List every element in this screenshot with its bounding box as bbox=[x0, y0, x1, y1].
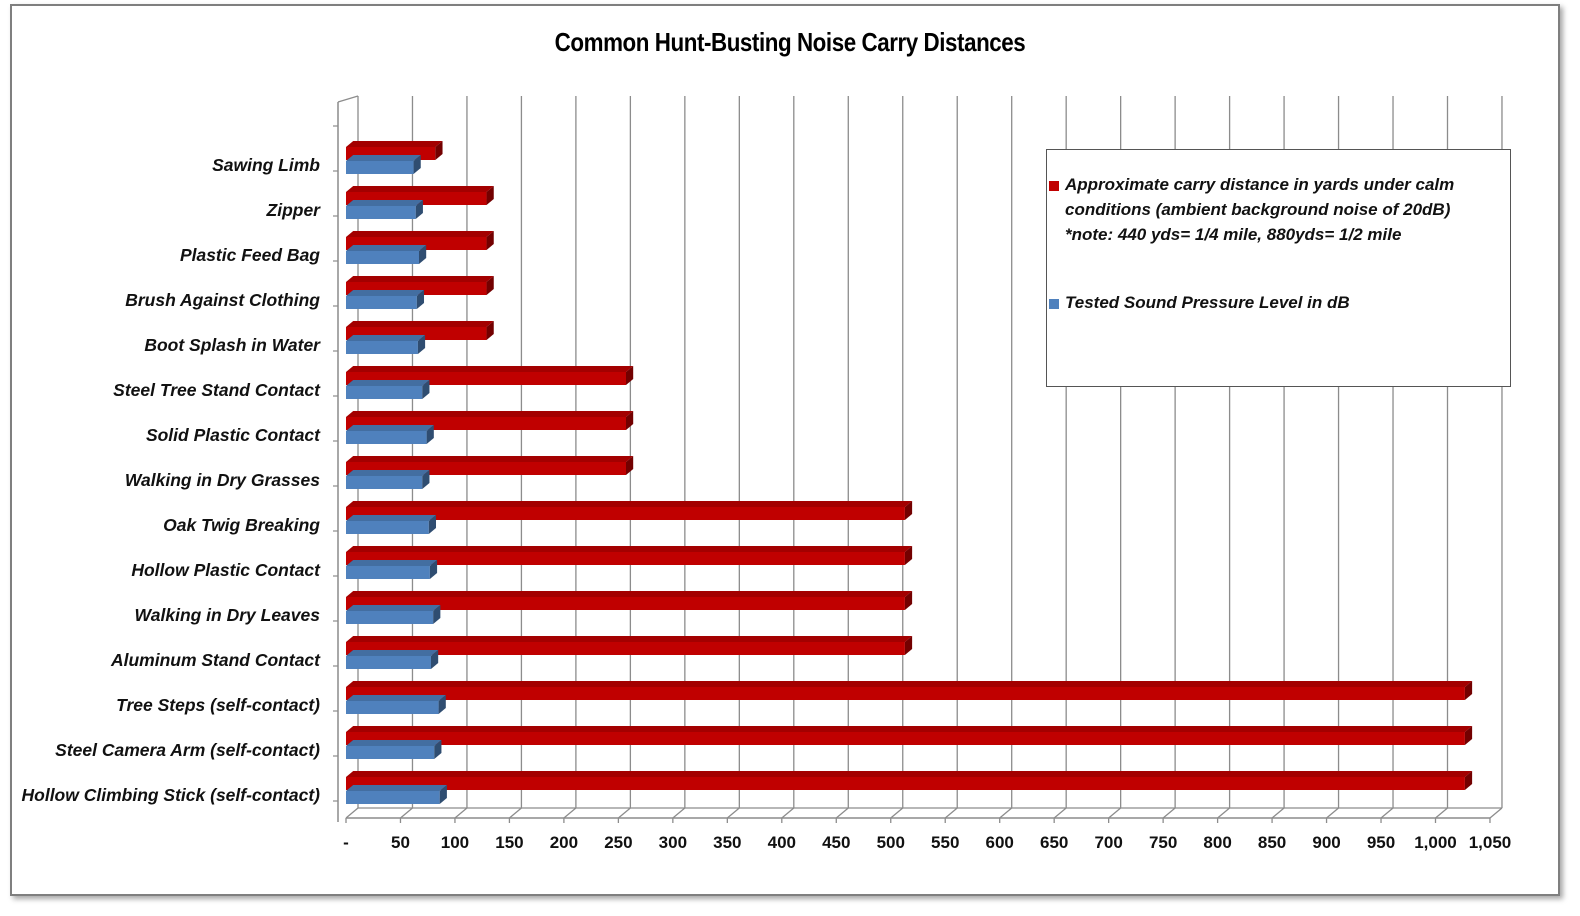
x-tick-label: 400 bbox=[768, 833, 796, 852]
floor-gridline bbox=[1435, 807, 1448, 819]
chart-title: Common Hunt-Busting Noise Carry Distance… bbox=[554, 27, 1026, 57]
bar-carry-distance bbox=[346, 681, 1473, 700]
bar-sound-pressure bbox=[346, 290, 425, 309]
x-tick-label: 500 bbox=[877, 833, 905, 852]
legend-label-carry-distance: Approximate carry distance in yards unde… bbox=[1065, 175, 1455, 244]
x-tick-label: 1,000 bbox=[1414, 833, 1457, 852]
category-labels: Sawing Limb Zipper Plastic Feed Bag Brush A… bbox=[22, 155, 322, 805]
x-tick-label: 850 bbox=[1258, 833, 1286, 852]
category-label: Tree Steps (self-contact) bbox=[116, 695, 320, 715]
x-tick-label: 350 bbox=[713, 833, 741, 852]
category-label: Hollow Plastic Contact bbox=[131, 560, 321, 580]
floor-gridline bbox=[890, 807, 904, 819]
bar-carry-distance bbox=[346, 276, 494, 295]
bar-sound-pressure bbox=[346, 515, 437, 534]
bar-carry-distance bbox=[346, 591, 913, 610]
category-label: Oak Twig Breaking bbox=[163, 515, 320, 535]
bar-carry-distance bbox=[346, 771, 1473, 790]
bar-sound-pressure bbox=[346, 740, 442, 759]
x-tick-label: 800 bbox=[1203, 833, 1231, 852]
floor-gridline bbox=[1053, 807, 1067, 819]
floor-gridline bbox=[1380, 807, 1394, 819]
x-tick-labels: - 50 100 150 200 250 300 350 400 450 500 550 600 650 7… bbox=[343, 833, 1511, 852]
floor-gridline bbox=[454, 807, 468, 819]
category-label: Zipper bbox=[266, 200, 322, 220]
floor-gridline bbox=[726, 807, 740, 819]
legend-swatch-blue bbox=[1049, 299, 1059, 309]
x-tick-label: 100 bbox=[441, 833, 469, 852]
bar-carry-distance bbox=[346, 636, 913, 655]
category-label: Brush Against Clothing bbox=[125, 290, 320, 310]
x-tick-label: 550 bbox=[931, 833, 959, 852]
bar-sound-pressure bbox=[346, 425, 434, 444]
floor-gridline bbox=[1217, 807, 1231, 819]
bar-sound-pressure bbox=[346, 695, 446, 714]
legend-item-carry-distance: Approximate carry distance in yards unde… bbox=[1049, 172, 1510, 247]
bar-sound-pressure bbox=[346, 650, 439, 669]
x-tick-label: 700 bbox=[1094, 833, 1122, 852]
x-tick-label: 250 bbox=[604, 833, 632, 852]
floor-gridline bbox=[617, 807, 631, 819]
x-tick-label: - bbox=[343, 833, 349, 852]
floor-gridline bbox=[1326, 807, 1339, 819]
x-tick-label: 750 bbox=[1149, 833, 1177, 852]
bar-carry-distance bbox=[346, 456, 634, 475]
bar-sound-pressure bbox=[346, 605, 441, 624]
bar-carry-distance bbox=[346, 546, 913, 565]
category-label: Steel Tree Stand Contact bbox=[113, 380, 321, 400]
category-label: Hollow Climbing Stick (self-contact) bbox=[22, 785, 321, 805]
x-tick-label: 450 bbox=[822, 833, 850, 852]
category-label: Boot Splash in Water bbox=[144, 335, 321, 355]
floor-gridline bbox=[944, 807, 958, 819]
bar-sound-pressure bbox=[346, 335, 426, 354]
floor-gridline bbox=[781, 807, 795, 819]
legend: Approximate carry distance in yards unde… bbox=[1046, 149, 1511, 387]
floor-gridline bbox=[400, 807, 413, 819]
bar-sound-pressure bbox=[346, 380, 430, 399]
floor-gridline bbox=[1271, 807, 1285, 819]
axes bbox=[333, 95, 1502, 823]
bar-sound-pressure bbox=[346, 200, 423, 219]
legend-swatch-red bbox=[1049, 181, 1059, 191]
x-tick-label: 200 bbox=[550, 833, 578, 852]
category-label: Aluminum Stand Contact bbox=[110, 650, 321, 670]
x-tick-label: 650 bbox=[1040, 833, 1068, 852]
bar-carry-distance bbox=[346, 501, 913, 520]
legend-label-sound-pressure: Tested Sound Pressure Level in dB bbox=[1065, 293, 1350, 312]
bars bbox=[346, 141, 1473, 804]
bar-carry-distance bbox=[346, 726, 1473, 745]
bar-sound-pressure bbox=[346, 245, 427, 264]
floor-gridline bbox=[563, 807, 577, 819]
bar-sound-pressure bbox=[346, 155, 421, 174]
category-label: Plastic Feed Bag bbox=[180, 245, 320, 265]
y-axis-top-diagonal bbox=[337, 95, 359, 103]
category-label: Sawing Limb bbox=[212, 155, 320, 175]
bar-sound-pressure bbox=[346, 470, 430, 489]
x-tick-label: 150 bbox=[495, 833, 523, 852]
x-tick-label: 300 bbox=[659, 833, 687, 852]
category-label: Steel Camera Arm (self-contact) bbox=[55, 740, 320, 760]
bar-sound-pressure bbox=[346, 785, 447, 804]
floor-gridline bbox=[835, 807, 849, 819]
floor-gridline bbox=[345, 807, 359, 819]
floor-gridline bbox=[672, 807, 686, 819]
legend-item-sound-pressure: Tested Sound Pressure Level in dB bbox=[1049, 290, 1350, 315]
floor-gridline bbox=[509, 807, 522, 819]
x-tick-label: 900 bbox=[1312, 833, 1340, 852]
category-label: Walking in Dry Grasses bbox=[125, 470, 320, 490]
floor-gridline bbox=[1489, 807, 1503, 819]
category-label: Solid Plastic Contact bbox=[146, 425, 321, 445]
x-tick-label: 50 bbox=[391, 833, 410, 852]
floor-gridline bbox=[1162, 807, 1176, 819]
x-tick-label: 950 bbox=[1367, 833, 1395, 852]
x-tick-label: 1,050 bbox=[1469, 833, 1512, 852]
x-tick-label: 600 bbox=[986, 833, 1014, 852]
category-label: Walking in Dry Leaves bbox=[135, 605, 321, 625]
bar-sound-pressure bbox=[346, 560, 438, 579]
floor-gridline bbox=[999, 807, 1013, 819]
floor-gridline bbox=[1108, 807, 1122, 819]
